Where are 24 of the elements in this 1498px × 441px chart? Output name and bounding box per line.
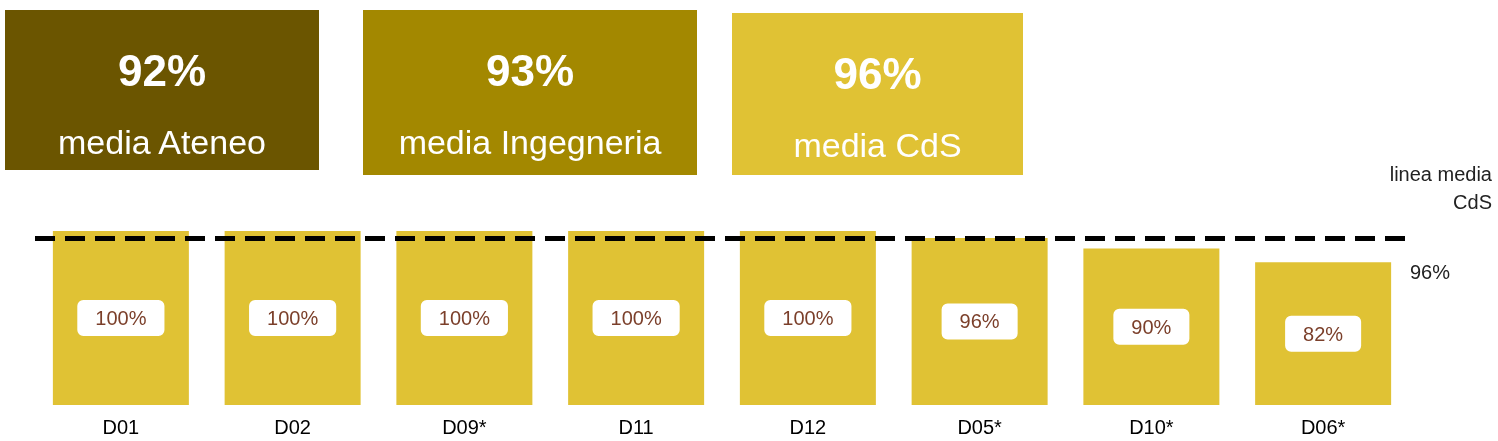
data-label: 96% <box>959 310 1000 333</box>
x-tick-label: D02 <box>274 416 311 438</box>
data-label: 100% <box>438 307 491 329</box>
x-tick-label: D06* <box>1300 416 1346 438</box>
x-tick-label: D12 <box>789 416 827 438</box>
x-tick-label: D11 <box>618 416 654 438</box>
text: 93% <box>485 45 575 95</box>
x-tick-label: D09* <box>442 416 487 438</box>
x-tick-label: D01 <box>102 416 140 438</box>
ref-line-label: linea media CdS <box>1389 162 1493 213</box>
x-tick-label: D10* <box>1129 416 1174 438</box>
data-label: 100% <box>782 307 834 329</box>
text: media Ingegneria <box>398 123 662 161</box>
x-tick-label: D05* <box>957 416 1003 438</box>
data-label: 100% <box>95 307 147 329</box>
text: media Ateneo <box>58 123 266 161</box>
data-label: 82% <box>1303 322 1344 345</box>
text: 96% <box>833 48 922 98</box>
data-label: 100% <box>267 307 319 329</box>
text: media CdS <box>793 126 962 164</box>
data-label: 100% <box>610 307 662 329</box>
data-label: 90% <box>1131 315 1172 338</box>
text: 92% <box>117 45 207 95</box>
text: 96% <box>1409 261 1451 283</box>
